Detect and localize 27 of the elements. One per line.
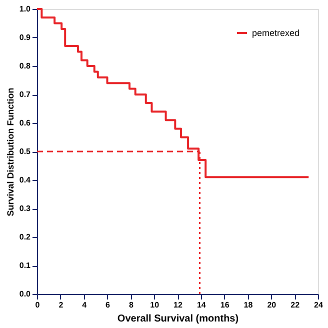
x-tick-label: 10 [150, 300, 160, 310]
y-tick-label: 0.5 [19, 147, 32, 156]
y-tick-label: 0.0 [19, 290, 32, 298]
x-tick-label: 4 [82, 300, 88, 310]
x-tick-label: 14 [196, 300, 206, 310]
x-tick-label: 12 [174, 300, 183, 310]
x-axis-title: Overall Survival (months) [117, 314, 239, 324]
x-tick-label: 18 [244, 300, 254, 310]
y-tick-label: 0.3 [19, 204, 32, 213]
legend-label: pemetrexed [252, 28, 300, 38]
x-tick-label: 22 [290, 300, 300, 310]
x-tick-label: 8 [128, 300, 134, 310]
x-tick-label: 2 [58, 300, 64, 310]
y-tick-label: 0.9 [19, 33, 32, 42]
y-tick-label: 0.4 [19, 176, 32, 184]
x-tick-label: 16 [220, 300, 230, 310]
y-tick-label: 1.0 [19, 4, 32, 14]
y-tick-label: 0.6 [19, 118, 32, 128]
y-tick-label: 0.2 [19, 232, 32, 242]
x-tick-label: 20 [267, 300, 277, 310]
y-tick-label: 0.1 [19, 261, 32, 270]
x-tick-label: 24 [314, 300, 324, 310]
y-axis-title: Survival Distribution Function [5, 88, 16, 216]
x-tick-label: 6 [106, 300, 111, 310]
y-tick-label: 0.7 [19, 90, 32, 99]
y-tick-label: 0.8 [19, 62, 32, 70]
x-tick-label: 0 [35, 300, 40, 310]
